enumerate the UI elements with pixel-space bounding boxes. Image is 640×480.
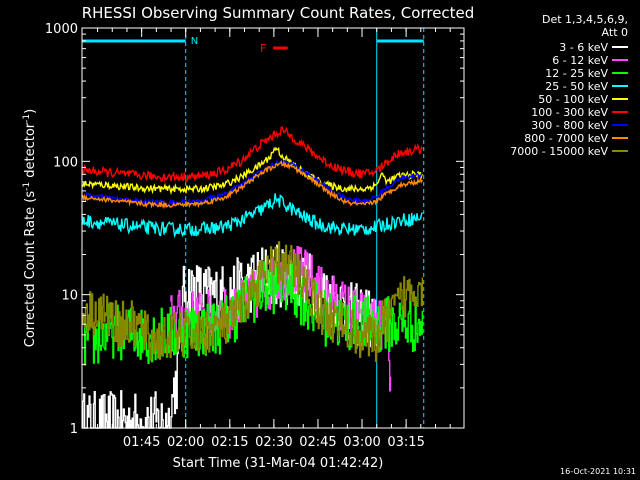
series-line-7: [81, 159, 423, 210]
y-tick-label-3: 1000: [45, 22, 78, 37]
night-marker-label: N: [191, 36, 198, 47]
x-axis-label: Start Time (31-Mar-04 01:42:42): [173, 456, 384, 471]
series-line-0: [82, 244, 378, 429]
y-tick-label-2: 100: [53, 155, 78, 170]
legend-label-4: 50 - 100 keV: [538, 93, 608, 106]
y-axis-ticks: 1 10 100 1000: [45, 22, 464, 437]
x-tick-label-5: 03:00: [343, 435, 380, 450]
flare-marker-label: F: [260, 42, 266, 55]
y-axis-label-sup1: -1: [22, 182, 32, 191]
y-axis-label: Corrected Count Rate (s-1 detector-1): [22, 109, 38, 347]
y-axis-label-mid: detector: [23, 122, 38, 182]
legend-label-1: 6 - 12 keV: [552, 54, 608, 67]
legend-label-5: 100 - 300 keV: [531, 106, 608, 119]
plot-frame: [81, 27, 465, 429]
y-tick-label-0: 1: [70, 422, 78, 437]
x-tick-label-0: 01:45: [123, 435, 160, 450]
y-tick-label-1: 10: [61, 289, 78, 304]
series-line-4: [82, 146, 423, 196]
x-tick-label-2: 02:15: [211, 435, 248, 450]
x-tick-label-4: 02:45: [299, 435, 336, 450]
chart-title: RHESSI Observing Summary Count Rates, Co…: [82, 4, 475, 22]
series-line-3: [81, 193, 423, 239]
x-axis-ticks: 01:45 02:00 02:15 02:30 02:45 03:00 03:15: [97, 28, 451, 450]
series-line-5: [81, 125, 423, 184]
legend-label-3: 25 - 50 keV: [545, 80, 608, 93]
attenuator-label: Att 0: [602, 26, 628, 39]
legend-label-0: 3 - 6 keV: [559, 41, 608, 54]
data-series: [81, 125, 423, 429]
legend-label-8: 7000 - 15000 keV: [510, 145, 608, 158]
series-line-6: [81, 158, 423, 208]
detectors-label: Det 1,3,4,5,6,9,: [542, 13, 628, 26]
flare-marker: F: [260, 42, 288, 55]
legend-label-7: 800 - 7000 keV: [524, 132, 608, 145]
y-axis-label-suffix: ): [23, 109, 38, 114]
date-stamp: 16-Oct-2021 10:31: [560, 467, 636, 476]
y-axis-label-prefix: Corrected Count Rate (s: [23, 191, 38, 348]
legend-label-2: 12 - 25 keV: [545, 67, 608, 80]
x-tick-label-3: 02:30: [255, 435, 292, 450]
legend-label-6: 300 - 800 keV: [531, 119, 608, 132]
series-line-8: [82, 241, 423, 362]
y-axis-label-sup2: -1: [22, 114, 32, 123]
x-tick-label-6: 03:15: [387, 435, 424, 450]
x-tick-label-1: 02:00: [167, 435, 204, 450]
